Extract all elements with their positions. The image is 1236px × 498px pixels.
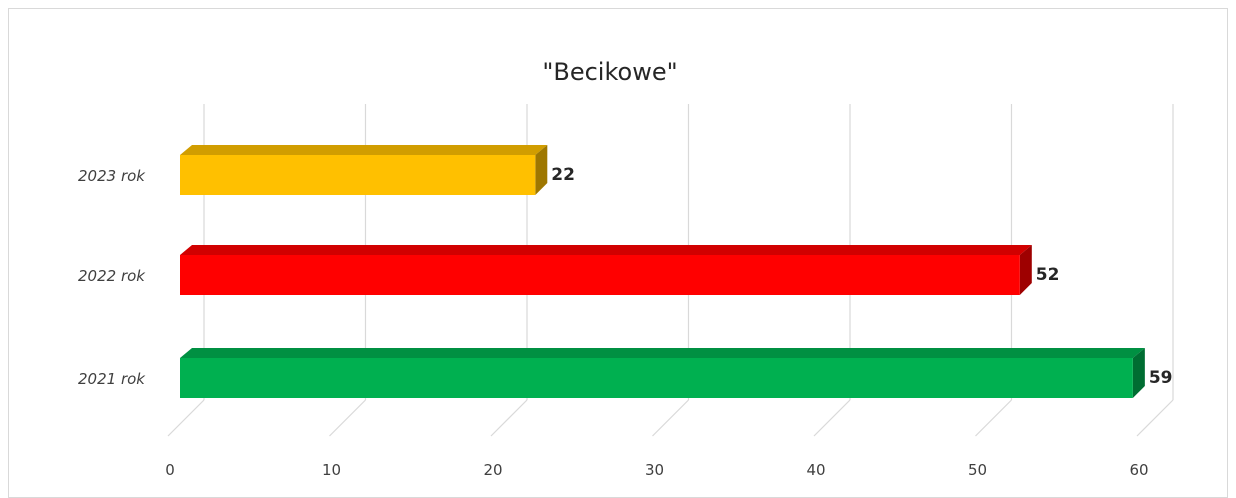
bar-top-2 — [180, 145, 548, 155]
bars-layer — [180, 145, 1145, 398]
floor-gridline-50 — [975, 399, 1012, 437]
floor-gridline-40 — [813, 399, 851, 437]
floor-gridline-60 — [1136, 399, 1174, 437]
floor-gridline-0 — [167, 399, 205, 437]
x-tick-label: 60 — [1129, 461, 1148, 479]
bar-top-0 — [180, 348, 1145, 358]
bar-2023-rok — [180, 155, 536, 195]
chart-title: "Becikowe" — [542, 58, 677, 86]
category-label: 2021 rok — [78, 370, 146, 388]
data-label: 22 — [551, 165, 575, 185]
x-tick-label: 10 — [322, 461, 341, 479]
data-label: 59 — [1149, 368, 1173, 388]
floor-gridline-10 — [329, 399, 366, 437]
bar-side-1 — [1019, 245, 1032, 295]
category-label: 2022 rok — [78, 267, 146, 285]
bar-side-0 — [1132, 348, 1145, 398]
bar-top-1 — [180, 245, 1032, 255]
bar-side-2 — [535, 145, 548, 195]
x-tick-label: 30 — [645, 461, 664, 479]
category-label: 2023 rok — [78, 167, 146, 185]
x-tick-label: 40 — [806, 461, 825, 479]
bar-2021-rok — [180, 358, 1133, 398]
x-tick-label: 50 — [968, 461, 987, 479]
labels-layer: 0 10 20 30 40 50 60 2021 rok 59 2022 rok 52 2023 ro… — [78, 165, 1173, 479]
floor-gridline-30 — [652, 399, 689, 437]
x-tick-label: 20 — [483, 461, 502, 479]
floor-gridline-20 — [490, 399, 528, 437]
x-tick-label: 0 — [165, 461, 175, 479]
bar-2022-rok — [180, 255, 1020, 295]
data-label: 52 — [1036, 265, 1060, 285]
